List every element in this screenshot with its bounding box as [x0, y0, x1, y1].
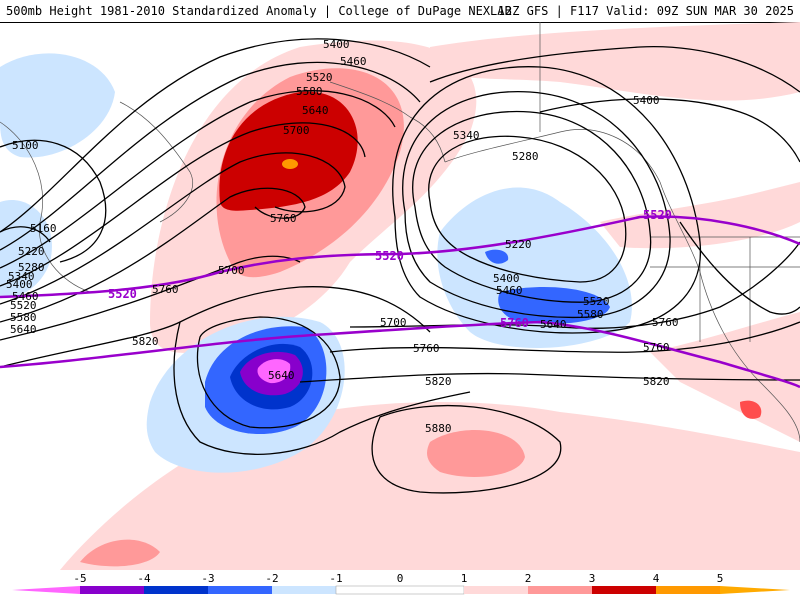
colorbar-segment — [656, 586, 720, 594]
contour-label: 5640 — [302, 104, 329, 117]
reference-contour-label: 5520 — [643, 208, 672, 222]
contour-label: 5700 — [218, 264, 245, 277]
colorbar-segment — [12, 586, 80, 594]
colorbar-segment — [208, 586, 272, 594]
contour-label: 5580 — [10, 311, 37, 324]
colorbar-tick-label: 1 — [461, 572, 468, 585]
contour-label: 5820 — [425, 375, 452, 388]
positive-anomaly-shading — [60, 22, 800, 570]
contour-label: 5700 — [380, 316, 407, 329]
colorbar-tick-label: 3 — [589, 572, 596, 585]
contour-labels: 5400 5460 5520 5580 5640 5700 5760 5100 … — [6, 38, 679, 435]
contour-label: 5640 — [268, 369, 295, 382]
height-contours — [0, 38, 800, 494]
contour-label: 5760 — [413, 342, 440, 355]
contour-label: 5520 — [306, 71, 333, 84]
colorbar-segment — [528, 586, 592, 594]
contour-label: 5640 — [540, 318, 567, 331]
contour-label: 5340 — [453, 129, 480, 142]
contour-label: 5460 — [496, 284, 523, 297]
contour-label: 5340 — [8, 270, 35, 283]
contour-label: 5160 — [30, 222, 57, 235]
contour-label: 5640 — [10, 323, 37, 336]
colorbar-segment — [80, 586, 144, 594]
colorbar-tick-label: 4 — [653, 572, 660, 585]
contour-label: 5400 — [6, 278, 33, 291]
negative-anomaly-shading — [0, 53, 632, 473]
colorbar-tick-label: -2 — [265, 572, 278, 585]
contour-label: 5760 — [643, 341, 670, 354]
colorbar-tick-label: 2 — [525, 572, 532, 585]
reference-contour-label: 5760 — [500, 316, 529, 330]
colorbar-segment — [720, 586, 790, 594]
model-run-info: 12Z GFS | F117 Valid: 09Z SUN MAR 30 202… — [497, 4, 794, 18]
contour-label: 5760 — [270, 212, 297, 225]
contour-label: 5400 — [323, 38, 350, 51]
colorbar-tick-label: 0 — [397, 572, 404, 585]
contour-label: 5280 — [18, 261, 45, 274]
contour-label: 5460 — [12, 290, 39, 303]
colorbar-tick-label: 5 — [717, 572, 724, 585]
contour-label: 5520 — [10, 299, 37, 312]
contour-label: 5460 — [340, 55, 367, 68]
contour-label: 5220 — [505, 238, 532, 251]
colorbar-segment — [592, 586, 656, 594]
colorbar-tick-label: -3 — [201, 572, 214, 585]
contour-label: 5760 — [152, 283, 179, 296]
reference-contours — [0, 215, 800, 389]
contour-label: 5700 — [283, 124, 310, 137]
map-header: 500mb Height 1981-2010 Standardized Anom… — [0, 0, 800, 23]
contour-label: 5880 — [425, 422, 452, 435]
contour-label: 5400 — [493, 272, 520, 285]
contour-label: 5760 — [652, 316, 679, 329]
contour-label: 5520 — [583, 295, 610, 308]
contour-label: 5220 — [18, 245, 45, 258]
reference-contour-label: 5520 — [108, 287, 137, 301]
contour-label: 5400 — [633, 94, 660, 107]
reference-contour-label: 5520 — [375, 249, 404, 263]
colorbar-segment — [335, 585, 465, 595]
colorbar-segment — [464, 586, 528, 594]
colorbar-segment — [144, 586, 208, 594]
contour-label: 5580 — [296, 85, 323, 98]
map-title: 500mb Height 1981-2010 Standardized Anom… — [6, 4, 512, 18]
colorbar-segment — [272, 586, 336, 594]
contour-label: 5280 — [512, 150, 539, 163]
contour-label: 5580 — [577, 308, 604, 321]
colorbar-tick-label: -5 — [73, 572, 86, 585]
contour-label: 5820 — [643, 375, 670, 388]
colorbar-tick-label: -4 — [137, 572, 151, 585]
contour-label: 5820 — [132, 335, 159, 348]
anomaly-colorbar: -5 -4 -3 -2 -1 0 1 2 3 4 5 — [12, 572, 790, 595]
contour-label: 5100 — [12, 139, 39, 152]
colorbar-tick-label: -1 — [329, 572, 342, 585]
anomaly-map: 5400 5460 5520 5580 5640 5700 5760 5100 … — [0, 22, 800, 570]
